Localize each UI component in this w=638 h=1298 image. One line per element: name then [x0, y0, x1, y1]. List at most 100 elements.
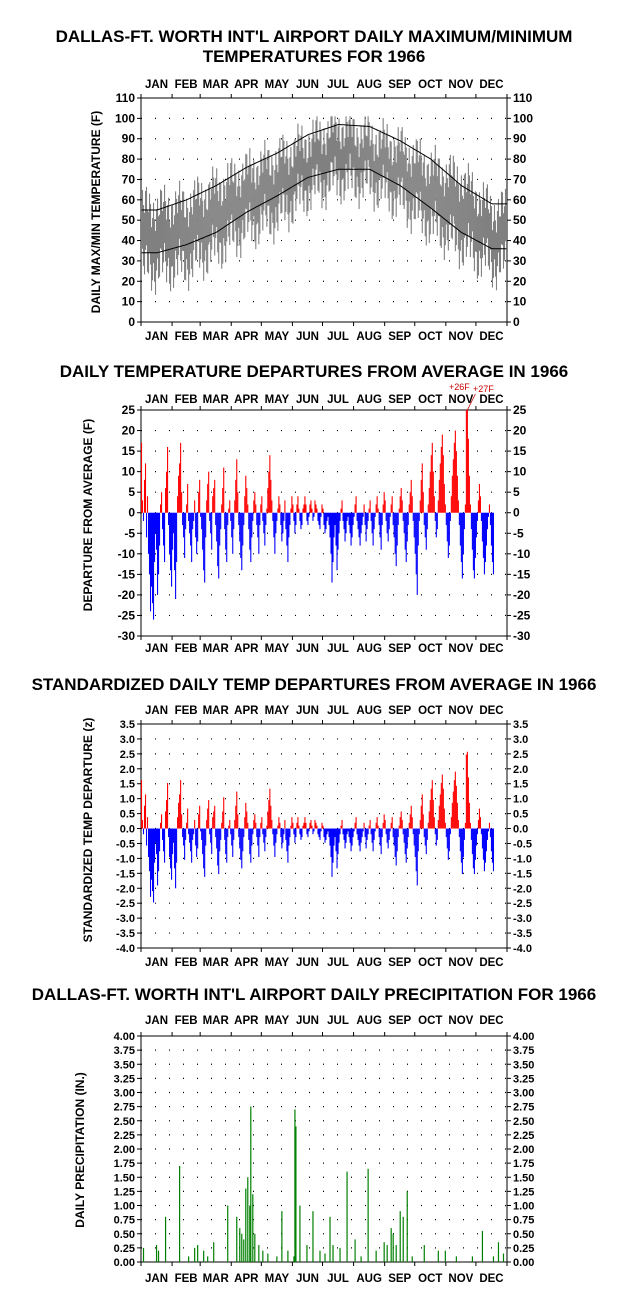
- month-label-top: AUG: [356, 394, 382, 406]
- y-tick-label-right: 1.75: [513, 1158, 534, 1170]
- y-tick-label-left: 10: [122, 295, 136, 309]
- y-tick-label-right: 1.00: [513, 1201, 534, 1213]
- month-label-top: JAN: [145, 79, 168, 91]
- y-tick-label-right: 0.25: [513, 1243, 534, 1255]
- y-tick-label-left: 0.0: [120, 824, 135, 836]
- month-label-bottom: FEB: [175, 331, 198, 343]
- y-tick-label-left: 0.25: [114, 1243, 135, 1255]
- y-tick-label-left: -2.5: [116, 898, 135, 910]
- y-tick-label-right: -5: [513, 526, 524, 540]
- y-tick-label-left: -1.5: [116, 868, 135, 880]
- month-label-bottom: DEC: [479, 331, 503, 343]
- month-label-bottom: JUL: [327, 643, 349, 655]
- month-label-bottom: JAN: [145, 1273, 168, 1285]
- y-tick-label-left: -30: [118, 629, 136, 643]
- y-axis-label: DEPARTURE FROM AVERAGE (F): [81, 419, 95, 611]
- y-tick-label-right: 2.5: [513, 749, 528, 761]
- y-tick-label-left: 3.50: [114, 1059, 135, 1071]
- y-tick-label-right: 1.25: [513, 1186, 534, 1198]
- y-tick-label-left: 2.0: [120, 764, 135, 776]
- y-tick-label-left: -4.0: [116, 943, 135, 955]
- y-tick-label-left: -0.5: [116, 838, 135, 850]
- month-label-bottom: NOV: [448, 957, 473, 969]
- y-tick-label-left: 3.25: [114, 1073, 135, 1085]
- month-label-top: OCT: [418, 79, 442, 91]
- y-tick-label-right: 15: [513, 444, 527, 458]
- y-tick-label-left: 3.75: [114, 1045, 135, 1057]
- y-tick-label-left: 2.00: [114, 1144, 135, 1156]
- month-label-bottom: NOV: [448, 1273, 473, 1285]
- y-tick-label-right: 40: [513, 234, 527, 248]
- y-tick-label-right: 110: [513, 91, 533, 105]
- month-label-top: OCT: [418, 705, 442, 717]
- month-label-top: FEB: [175, 79, 198, 91]
- y-tick-label-right: 2.50: [513, 1116, 534, 1128]
- y-tick-label-left: 1.75: [114, 1158, 135, 1170]
- month-label-bottom: NOV: [448, 643, 473, 655]
- month-label-top: AUG: [356, 1015, 382, 1027]
- y-tick-label-left: 2.25: [114, 1130, 135, 1142]
- y-tick-label-left: 3.5: [120, 719, 135, 731]
- month-label-top: DEC: [479, 79, 503, 91]
- month-label-bottom: JAN: [145, 957, 168, 969]
- month-label-top: JAN: [145, 394, 168, 406]
- y-tick-label-left: 0.75: [114, 1215, 135, 1227]
- month-label-top: SEP: [388, 394, 411, 406]
- month-label-bottom: OCT: [418, 957, 442, 969]
- y-tick-label-left: 10: [122, 465, 136, 479]
- y-tick-label-left: 40: [122, 234, 136, 248]
- month-label-bottom: JUN: [296, 643, 319, 655]
- y-tick-label-right: 0.50: [513, 1229, 534, 1241]
- month-label-bottom: DEC: [479, 957, 503, 969]
- y-tick-label-right: 20: [513, 424, 527, 438]
- annotation-label: +27F: [473, 384, 494, 394]
- y-tick-label-right: -2.5: [513, 898, 532, 910]
- month-label-bottom: APR: [234, 331, 259, 343]
- y-tick-label-left: -3.5: [116, 928, 135, 940]
- panel-2: -30 -30 -25 -25 -20 -20 -15 -15 -10 -10 -5 -5 0 0 5 5 10…: [81, 382, 531, 655]
- month-label-top: DEC: [479, 1015, 503, 1027]
- month-label-bottom: FEB: [175, 643, 198, 655]
- y-tick-label-right: -0.5: [513, 838, 532, 850]
- month-label-bottom: AUG: [356, 1273, 382, 1285]
- y-tick-label-right: 1.50: [513, 1172, 534, 1184]
- y-tick-label-left: 1.0: [120, 794, 135, 806]
- month-label-top: MAR: [203, 394, 230, 406]
- y-tick-label-left: -1.0: [116, 853, 135, 865]
- month-label-top: NOV: [448, 79, 473, 91]
- y-tick-label-left: 5: [128, 485, 135, 499]
- y-tick-label-right: 10: [513, 295, 527, 309]
- normal-min-line: [141, 168, 507, 254]
- month-label-bottom: AUG: [356, 643, 382, 655]
- y-tick-label-right: 1.5: [513, 779, 528, 791]
- month-label-top: FEB: [175, 1015, 198, 1027]
- month-label-top: JUL: [327, 1015, 349, 1027]
- month-label-top: JUN: [296, 79, 319, 91]
- y-tick-label-right: -15: [513, 567, 531, 581]
- month-label-top: OCT: [418, 394, 442, 406]
- month-label-top: OCT: [418, 1015, 442, 1027]
- y-tick-label-left: -5: [124, 526, 135, 540]
- y-tick-label-left: 0.00: [114, 1257, 135, 1269]
- y-tick-label-left: 15: [122, 444, 136, 458]
- month-label-bottom: NOV: [448, 331, 473, 343]
- y-tick-label-right: -10: [513, 547, 531, 561]
- y-tick-label-left: 30: [122, 254, 136, 268]
- month-label-top: MAR: [203, 705, 230, 717]
- y-tick-label-left: 90: [122, 132, 136, 146]
- y-tick-label-right: 50: [513, 213, 527, 227]
- month-label-bottom: DEC: [479, 643, 503, 655]
- y-tick-label-right: 5: [513, 485, 520, 499]
- month-label-bottom: AUG: [356, 957, 382, 969]
- month-label-top: JAN: [145, 1015, 168, 1027]
- y-tick-label-left: -20: [118, 588, 136, 602]
- month-label-top: MAR: [203, 1015, 230, 1027]
- y-tick-label-right: 3.75: [513, 1045, 534, 1057]
- y-tick-label-right: 80: [513, 152, 527, 166]
- y-tick-label-right: 25: [513, 403, 527, 417]
- y-tick-label-right: 2.00: [513, 1144, 534, 1156]
- y-tick-label-right: -2.0: [513, 883, 532, 895]
- y-tick-label-right: 2.0: [513, 764, 528, 776]
- month-label-top: JUL: [327, 394, 349, 406]
- y-tick-label-left: -10: [118, 547, 136, 561]
